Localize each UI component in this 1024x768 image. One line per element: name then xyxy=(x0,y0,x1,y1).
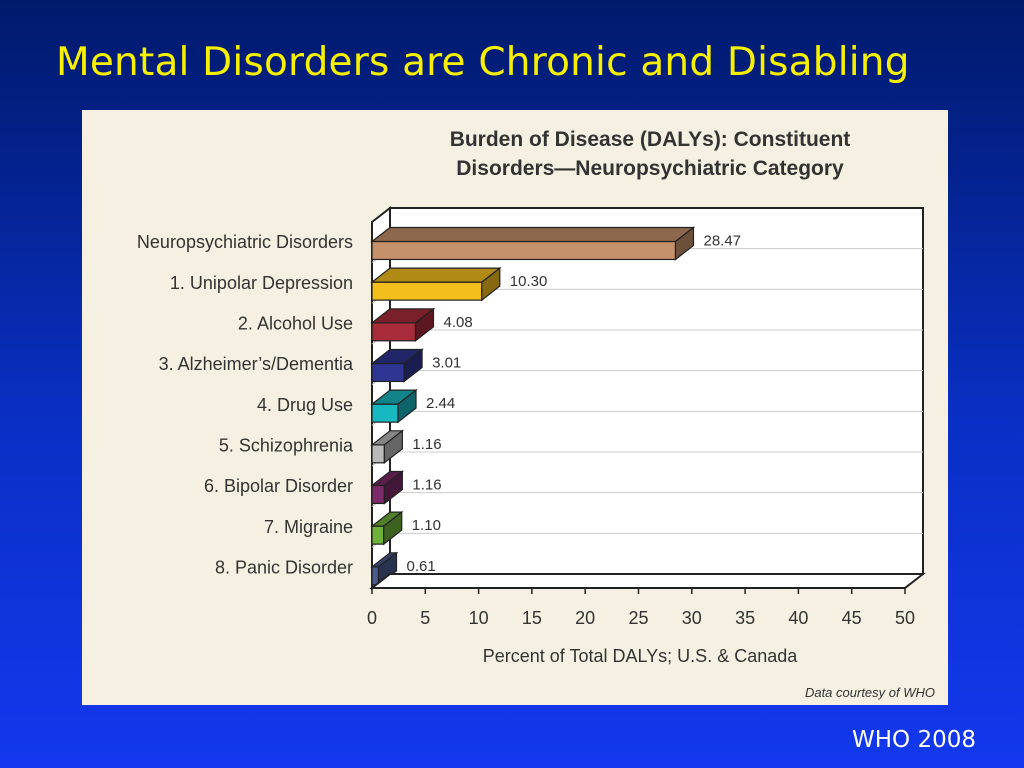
bar xyxy=(371,484,385,505)
bar xyxy=(371,403,399,423)
plot-floor xyxy=(369,573,926,589)
category-label: 3. Alzheimer’s/Dementia xyxy=(159,354,354,374)
source-note: Data courtesy of WHO xyxy=(805,685,935,700)
bar-side xyxy=(403,348,423,383)
data-label: 3.01 xyxy=(432,354,461,371)
bar-top xyxy=(370,226,696,243)
chart-title: Burden of Disease (DALYs): Constituent xyxy=(450,128,851,151)
bar-side xyxy=(397,388,417,424)
bar-side xyxy=(383,510,403,546)
bar-side xyxy=(414,307,435,343)
data-label: 28.47 xyxy=(703,232,741,249)
data-label: 1.10 xyxy=(412,517,441,534)
category-label: 2. Alcohol Use xyxy=(238,314,353,334)
category-label: 1. Unipolar Depression xyxy=(170,273,353,293)
category-label: 7. Migraine xyxy=(264,517,353,537)
chart-panel: Burden of Disease (DALYs): Constituent Di… xyxy=(82,110,948,705)
slide-title: Mental Disorders are Chronic and Disabli… xyxy=(56,40,910,85)
category-label: 6. Bipolar Disorder xyxy=(204,476,353,496)
x-tick-label: 40 xyxy=(788,608,808,628)
data-label: 1.16 xyxy=(412,436,441,453)
x-axis-label: Percent of Total DALYs; U.S. & Canada xyxy=(483,646,798,666)
bar xyxy=(371,281,483,301)
bar-side xyxy=(383,429,403,465)
data-label: 10.30 xyxy=(510,273,548,290)
bar xyxy=(371,362,405,383)
bar-chart: Burden of Disease (DALYs): Constituent Di… xyxy=(137,128,935,700)
slide-footer: WHO 2008 xyxy=(852,727,976,753)
chart-title: Disorders—Neuropsychiatric Category xyxy=(456,157,844,180)
data-label: 1.16 xyxy=(412,476,441,493)
bar-side xyxy=(383,470,403,505)
plot-back-wall xyxy=(389,207,924,575)
bar-side xyxy=(377,551,398,587)
x-tick-label: 35 xyxy=(735,608,755,628)
data-label: 0.61 xyxy=(407,558,436,575)
x-tick-label: 50 xyxy=(895,608,915,628)
data-label: 4.08 xyxy=(443,314,472,331)
data-label: 2.44 xyxy=(426,395,455,412)
bar xyxy=(371,444,385,464)
category-label: Neuropsychiatric Disorders xyxy=(137,232,353,252)
x-tick-label: 20 xyxy=(575,608,595,628)
x-tick-label: 10 xyxy=(469,608,489,628)
bar xyxy=(371,322,417,342)
x-tick-label: 15 xyxy=(522,608,542,628)
bar xyxy=(371,525,385,545)
x-tick-label: 30 xyxy=(682,608,702,628)
x-tick-label: 25 xyxy=(628,608,648,628)
bar-top xyxy=(370,267,502,283)
bar xyxy=(371,566,380,586)
bar-side xyxy=(481,266,501,302)
x-tick-label: 5 xyxy=(420,608,430,628)
x-tick-label: 45 xyxy=(842,608,862,628)
category-label: 4. Drug Use xyxy=(257,395,353,415)
bar xyxy=(371,240,677,261)
x-tick-label: 0 xyxy=(367,608,377,628)
category-label: 5. Schizophrenia xyxy=(219,436,354,456)
category-label: 8. Panic Disorder xyxy=(215,558,353,578)
bar-side xyxy=(674,226,695,261)
